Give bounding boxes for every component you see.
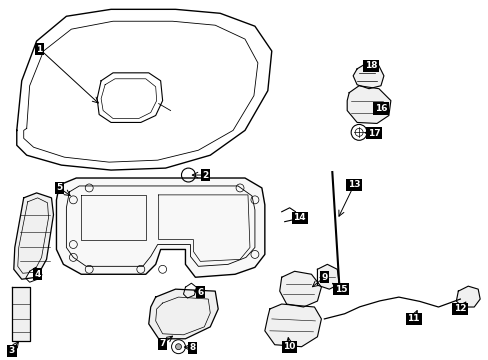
Polygon shape	[14, 193, 53, 279]
Text: 1: 1	[37, 45, 42, 54]
Text: 3: 3	[9, 346, 15, 355]
Text: 6: 6	[197, 288, 203, 297]
Polygon shape	[264, 304, 321, 347]
Text: 10: 10	[283, 342, 295, 351]
Polygon shape	[317, 264, 339, 289]
Polygon shape	[346, 86, 390, 123]
Polygon shape	[17, 9, 271, 170]
Text: 4: 4	[34, 270, 41, 279]
Text: 16: 16	[374, 104, 386, 113]
Text: 2: 2	[202, 171, 208, 180]
Text: 18: 18	[364, 62, 377, 71]
Text: 15: 15	[334, 285, 347, 294]
Polygon shape	[56, 178, 264, 277]
Text: 5: 5	[56, 184, 62, 193]
Polygon shape	[12, 287, 30, 341]
Text: 13: 13	[347, 180, 360, 189]
Text: 14: 14	[293, 213, 305, 222]
Polygon shape	[279, 271, 321, 307]
Text: 12: 12	[453, 305, 466, 314]
Polygon shape	[183, 283, 196, 298]
Polygon shape	[26, 267, 40, 282]
Polygon shape	[455, 286, 479, 307]
Text: 9: 9	[321, 273, 327, 282]
Text: 11: 11	[407, 314, 419, 323]
Polygon shape	[97, 73, 163, 122]
Polygon shape	[352, 63, 383, 89]
Circle shape	[175, 344, 181, 350]
Text: 8: 8	[189, 343, 195, 352]
Polygon shape	[148, 289, 218, 339]
Text: 17: 17	[367, 129, 380, 138]
Text: 7: 7	[159, 339, 165, 348]
